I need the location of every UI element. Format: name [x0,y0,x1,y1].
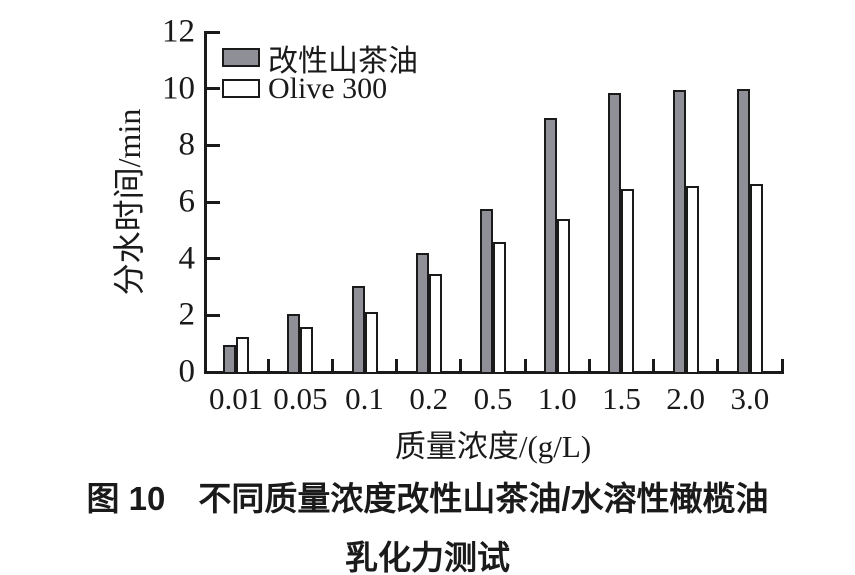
y-axis-title: 分水时间/min [111,108,147,296]
y-tick [207,30,220,34]
legend-label: Olive 300 [268,71,388,105]
x-tick-label: 0.05 [273,381,328,416]
legend-item-olive-300: Olive 300 [222,71,418,105]
bar-Olive 300-2.0 [685,186,699,374]
bar-改性山茶油-0.05 [287,314,301,374]
bar-改性山茶油-3.0 [736,89,750,374]
x-tick-label: 0.5 [473,381,513,416]
y-tick-label: 0 [178,353,196,390]
x-tick [266,359,270,371]
x-tick-label: 0.01 [208,381,264,416]
y-tick [207,257,220,261]
bar-Olive 300-1.0 [557,219,571,374]
x-tick [523,359,527,371]
legend: 改性山茶油 Olive 300 [222,42,418,105]
x-axis-title: 质量浓度/(g/L) [394,429,592,464]
x-tick [652,359,656,371]
bar-Olive 300-0.2 [428,274,442,374]
bar-Olive 300-0.01 [236,337,250,374]
bar-改性山茶油-1.5 [608,93,622,374]
legend-item-modified-camellia-oil: 改性山茶油 [222,42,418,78]
bar-改性山茶油-0.5 [480,209,493,374]
y-tick [207,313,220,317]
y-tick-label: 2 [178,296,196,333]
x-tick-label: 1.0 [537,381,577,416]
y-tick-label: 8 [178,126,196,163]
bar-Olive 300-0.05 [300,327,314,374]
bar-改性山茶油-0.01 [223,345,237,374]
y-tick-label: 12 [162,13,195,50]
y-tick [207,143,220,147]
legend-label: 改性山茶油 [268,44,418,78]
x-tick [330,359,334,371]
bar-改性山茶油-0.1 [351,286,365,374]
figure-caption-line2: 乳化力测试 [345,539,510,575]
x-tick [780,359,784,371]
x-tick [395,359,399,371]
bar-改性山茶油-0.2 [415,253,429,374]
x-tick-label: 2.0 [666,381,706,416]
bar-改性山茶油-1.0 [544,118,558,374]
bar-Olive 300-0.5 [493,242,506,374]
y-tick [207,87,220,91]
y-tick-label: 10 [162,70,195,107]
x-tick [716,359,720,371]
y-tick [207,200,220,204]
legend-swatch-open-icon [222,79,260,98]
x-tick-label: 3.0 [730,381,770,416]
figure-caption-line1: 图 10 不同质量浓度改性山茶油/水溶性橄榄油 [86,480,769,517]
y-axis-line [204,31,207,374]
x-tick-label: 0.1 [345,381,384,416]
y-tick-label: 6 [178,183,196,220]
bar-Olive 300-0.1 [364,312,378,374]
x-tick [459,359,463,371]
x-tick-label: 0.2 [409,381,449,416]
x-tick-label: 1.5 [602,381,641,416]
y-tick-label: 4 [178,240,196,277]
bar-改性山茶油-2.0 [672,90,686,374]
x-tick [587,359,591,371]
legend-swatch-filled-icon [222,48,260,67]
bar-Olive 300-3.0 [749,184,763,374]
bar-Olive 300-1.5 [621,189,635,374]
